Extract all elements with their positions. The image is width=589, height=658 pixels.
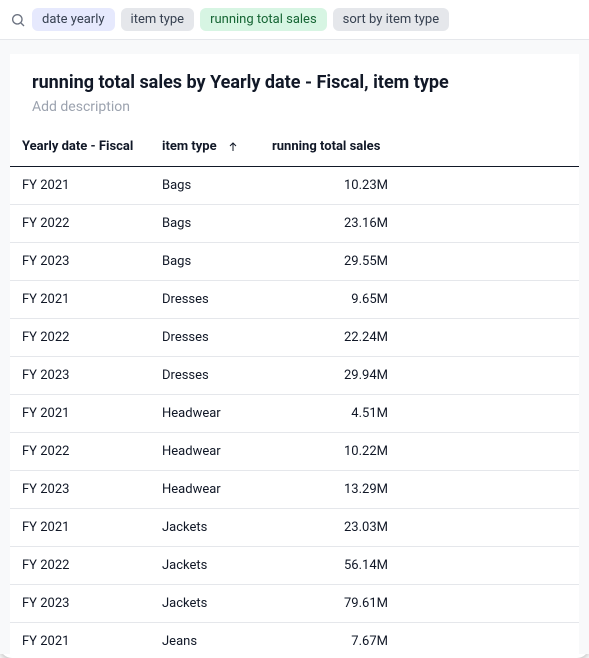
column-header-spacer (410, 129, 579, 166)
search-pill[interactable]: item type (121, 8, 195, 31)
table-row[interactable]: FY 2021Jackets23.03M (10, 508, 579, 546)
cell-value: 10.23M (260, 166, 410, 204)
cell-spacer (410, 242, 579, 280)
cell-item-type: Dresses (150, 280, 260, 318)
report-title: running total sales by Yearly date - Fis… (32, 72, 557, 93)
search-icon (10, 12, 26, 28)
cell-item-type: Dresses (150, 318, 260, 356)
sort-ascending-icon (227, 141, 239, 153)
cell-date: FY 2021 (10, 622, 150, 654)
cell-spacer (410, 318, 579, 356)
cell-item-type: Headwear (150, 470, 260, 508)
cell-value: 10.22M (260, 432, 410, 470)
report-card: running total sales by Yearly date - Fis… (10, 54, 579, 654)
cell-item-type: Jackets (150, 508, 260, 546)
cell-date: FY 2023 (10, 470, 150, 508)
cell-value: 29.94M (260, 356, 410, 394)
cell-date: FY 2023 (10, 242, 150, 280)
cell-value: 23.03M (260, 508, 410, 546)
cell-value: 22.24M (260, 318, 410, 356)
table-row[interactable]: FY 2022Bags23.16M (10, 204, 579, 242)
cell-spacer (410, 622, 579, 654)
cell-spacer (410, 508, 579, 546)
cell-spacer (410, 546, 579, 584)
cell-item-type: Headwear (150, 432, 260, 470)
data-table: Yearly date - Fiscal item type (10, 129, 579, 654)
cell-item-type: Dresses (150, 356, 260, 394)
table-row[interactable]: FY 2023Bags29.55M (10, 242, 579, 280)
cell-date: FY 2021 (10, 280, 150, 318)
table-row[interactable]: FY 2022Headwear10.22M (10, 432, 579, 470)
column-header-date[interactable]: Yearly date - Fiscal (10, 129, 150, 166)
column-header-item-type[interactable]: item type (150, 129, 260, 166)
table-row[interactable]: FY 2021Jeans7.67M (10, 622, 579, 654)
cell-date: FY 2022 (10, 432, 150, 470)
column-header-label: running total sales (272, 139, 380, 154)
table-row[interactable]: FY 2022Jackets56.14M (10, 546, 579, 584)
report-description-placeholder[interactable]: Add description (32, 99, 557, 115)
table-row[interactable]: FY 2023Dresses29.94M (10, 356, 579, 394)
cell-item-type: Jackets (150, 584, 260, 622)
cell-spacer (410, 394, 579, 432)
cell-spacer (410, 280, 579, 318)
cell-date: FY 2021 (10, 508, 150, 546)
cell-value: 7.67M (260, 622, 410, 654)
cell-value: 56.14M (260, 546, 410, 584)
cell-spacer (410, 356, 579, 394)
search-bar: date yearly item typerunning total sales s… (0, 0, 589, 40)
cell-item-type: Bags (150, 166, 260, 204)
cell-item-type: Bags (150, 242, 260, 280)
cell-date: FY 2023 (10, 584, 150, 622)
cell-date: FY 2022 (10, 318, 150, 356)
data-table-wrap: Yearly date - Fiscal item type (10, 129, 579, 654)
table-row[interactable]: FY 2021Dresses9.65M (10, 280, 579, 318)
cell-item-type: Bags (150, 204, 260, 242)
cell-item-type: Jackets (150, 546, 260, 584)
cell-spacer (410, 204, 579, 242)
cell-date: FY 2023 (10, 356, 150, 394)
table-row[interactable]: FY 2021Headwear4.51M (10, 394, 579, 432)
cell-item-type: Jeans (150, 622, 260, 654)
search-pill[interactable]: sort by item type (333, 8, 449, 31)
cell-value: 13.29M (260, 470, 410, 508)
table-header-row: Yearly date - Fiscal item type (10, 129, 579, 166)
cell-value: 79.61M (260, 584, 410, 622)
cell-value: 23.16M (260, 204, 410, 242)
report-header: running total sales by Yearly date - Fis… (10, 54, 579, 129)
column-header-label: item type (162, 139, 217, 156)
cell-spacer (410, 166, 579, 204)
column-header-label: Yearly date - Fiscal (22, 139, 133, 154)
search-pill[interactable]: date yearly (32, 8, 115, 31)
column-header-running-total[interactable]: running total sales (260, 129, 410, 166)
table-row[interactable]: FY 2022Dresses22.24M (10, 318, 579, 356)
cell-spacer (410, 584, 579, 622)
cell-spacer (410, 432, 579, 470)
table-body: FY 2021Bags10.23MFY 2022Bags23.16MFY 202… (10, 166, 579, 654)
search-pill[interactable]: running total sales (200, 8, 327, 31)
cell-date: FY 2022 (10, 204, 150, 242)
cell-spacer (410, 470, 579, 508)
cell-value: 29.55M (260, 242, 410, 280)
cell-date: FY 2021 (10, 394, 150, 432)
cell-date: FY 2021 (10, 166, 150, 204)
table-row[interactable]: FY 2023Headwear13.29M (10, 470, 579, 508)
cell-value: 9.65M (260, 280, 410, 318)
cell-date: FY 2022 (10, 546, 150, 584)
cell-value: 4.51M (260, 394, 410, 432)
table-row[interactable]: FY 2023Jackets79.61M (10, 584, 579, 622)
table-row[interactable]: FY 2021Bags10.23M (10, 166, 579, 204)
content-area: running total sales by Yearly date - Fis… (0, 40, 589, 654)
cell-item-type: Headwear (150, 394, 260, 432)
